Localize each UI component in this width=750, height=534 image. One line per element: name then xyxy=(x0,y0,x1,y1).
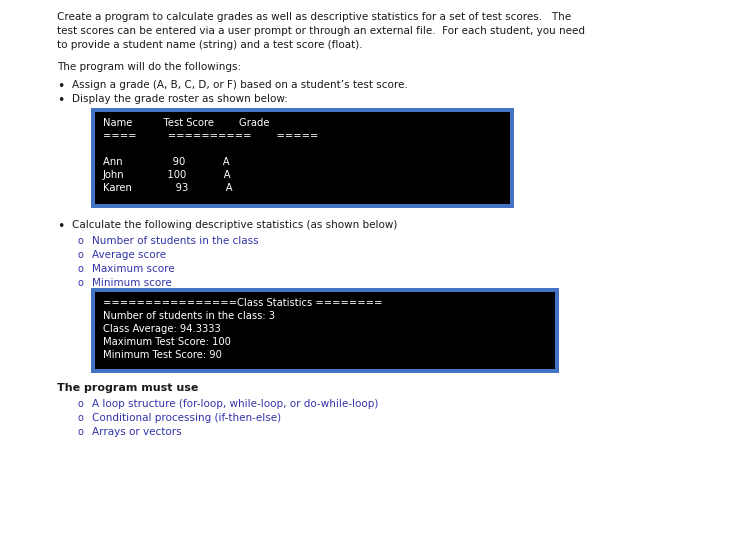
Text: o: o xyxy=(78,427,84,437)
Text: Arrays or vectors: Arrays or vectors xyxy=(92,427,182,437)
Text: o: o xyxy=(78,264,84,274)
Text: A loop structure (for-loop, while-loop, or do-while-loop): A loop structure (for-loop, while-loop, … xyxy=(92,399,378,409)
Text: The program must use: The program must use xyxy=(57,383,198,393)
Text: Calculate the following descriptive statistics (as shown below): Calculate the following descriptive stat… xyxy=(72,220,398,230)
Text: Name          Test Score        Grade: Name Test Score Grade xyxy=(103,118,269,128)
FancyBboxPatch shape xyxy=(95,292,555,369)
Text: Maximum Test Score: 100: Maximum Test Score: 100 xyxy=(103,337,231,347)
Text: Average score: Average score xyxy=(92,250,166,260)
Text: Display the grade roster as shown below:: Display the grade roster as shown below: xyxy=(72,94,288,104)
Text: •: • xyxy=(57,220,64,233)
Text: o: o xyxy=(78,399,84,409)
Text: Karen              93            A: Karen 93 A xyxy=(103,183,232,193)
Text: o: o xyxy=(78,236,84,246)
Text: Create a program to calculate grades as well as descriptive statistics for a set: Create a program to calculate grades as … xyxy=(57,12,572,22)
Text: Class Average: 94.3333: Class Average: 94.3333 xyxy=(103,324,220,334)
Text: John              100            A: John 100 A xyxy=(103,170,232,180)
Text: Assign a grade (A, B, C, D, or F) based on a student’s test score.: Assign a grade (A, B, C, D, or F) based … xyxy=(72,80,408,90)
Text: Number of students in the class: Number of students in the class xyxy=(92,236,259,246)
Text: o: o xyxy=(78,278,84,288)
Text: Conditional processing (if-then-else): Conditional processing (if-then-else) xyxy=(92,413,281,423)
Text: Minimum Test Score: 90: Minimum Test Score: 90 xyxy=(103,350,222,360)
FancyBboxPatch shape xyxy=(95,112,510,204)
Text: •: • xyxy=(57,94,64,107)
Text: Ann                90            A: Ann 90 A xyxy=(103,157,230,167)
Text: to provide a student name (string) and a test score (float).: to provide a student name (string) and a… xyxy=(57,40,363,50)
Text: The program will do the followings:: The program will do the followings: xyxy=(57,62,242,72)
FancyBboxPatch shape xyxy=(91,108,514,208)
Text: test scores can be entered via a user prompt or through an external file.  For e: test scores can be entered via a user pr… xyxy=(57,26,585,36)
FancyBboxPatch shape xyxy=(91,288,559,373)
Text: •: • xyxy=(57,80,64,93)
Text: ====          ==========        =====: ==== ========== ===== xyxy=(103,131,318,141)
Text: Maximum score: Maximum score xyxy=(92,264,175,274)
Text: o: o xyxy=(78,250,84,260)
Text: Number of students in the class: 3: Number of students in the class: 3 xyxy=(103,311,275,321)
Text: Minimum score: Minimum score xyxy=(92,278,172,288)
Text: ================Class Statistics ========: ================Class Statistics =======… xyxy=(103,298,382,308)
Text: o: o xyxy=(78,413,84,423)
